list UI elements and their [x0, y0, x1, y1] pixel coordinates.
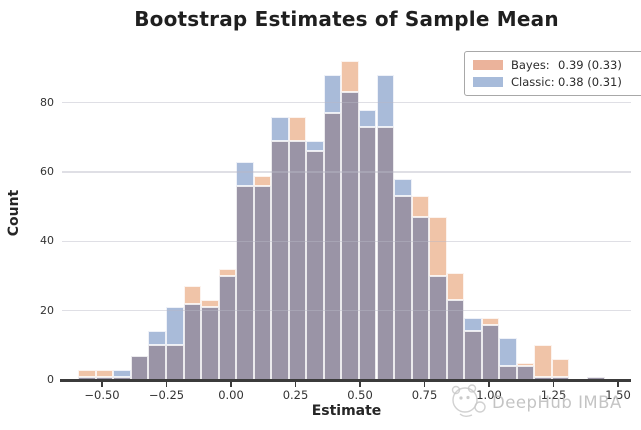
x-tick-mark: [165, 381, 168, 387]
histogram-bar-classic: [394, 179, 412, 197]
chart-title: Bootstrap Estimates of Sample Mean: [134, 7, 559, 31]
histogram-bar-overlap: [499, 366, 517, 380]
histogram-bar-bayes: [341, 61, 359, 93]
y-tick-label: 20: [40, 303, 54, 317]
legend: Bayes: 0.39 (0.33) Classic: 0.38 (0.31): [464, 51, 641, 96]
x-tick-label: −0.25: [148, 388, 185, 402]
histogram-bar-overlap: [130, 355, 149, 380]
histogram-bar-overlap: [253, 185, 272, 380]
histogram-bar-bayes: [288, 116, 307, 141]
y-tick-label: 0: [47, 373, 54, 386]
histogram-bar-overlap: [446, 300, 465, 380]
legend-swatch-bayes: [473, 60, 503, 70]
histogram-bar-bayes: [201, 300, 219, 308]
y-axis-label: Count: [6, 189, 22, 237]
y-tick-label: 80: [40, 95, 54, 109]
gridline: [62, 310, 631, 312]
gridline: [62, 102, 631, 104]
legend-label: Classic:: [511, 75, 555, 89]
histogram-bar-bayes: [446, 272, 465, 301]
x-tick-mark: [488, 381, 490, 387]
histogram-bar-classic: [306, 140, 324, 152]
histogram-bar-overlap: [288, 140, 307, 380]
histogram-bar-bayes: [411, 196, 430, 218]
x-tick-mark: [423, 381, 426, 387]
histogram-bar-classic: [464, 317, 482, 332]
y-tick-label: 40: [40, 234, 54, 248]
histogram-bar-overlap: [183, 303, 202, 380]
x-tick-label: 1.00: [476, 388, 502, 402]
x-tick-mark: [359, 381, 361, 387]
histogram-bar-bayes: [481, 317, 500, 325]
gridline: [62, 171, 631, 173]
x-tick-label: 1.25: [540, 388, 567, 402]
histogram-bar-classic: [323, 75, 342, 114]
histogram-bar-bayes: [78, 369, 96, 377]
histogram-bar-overlap: [218, 276, 237, 380]
x-tick-label: 0.50: [347, 388, 373, 402]
x-tick-label: 0.00: [218, 388, 244, 402]
y-tick-label: 60: [40, 165, 54, 179]
histogram-bar-overlap: [394, 196, 412, 380]
x-tick-mark: [101, 381, 103, 387]
histogram-bar-overlap: [271, 140, 289, 380]
x-tick-label: 0.25: [282, 388, 309, 402]
x-tick-mark: [230, 381, 232, 387]
histogram-bar-overlap: [376, 127, 395, 380]
x-tick-mark: [552, 381, 555, 387]
histogram-bar-overlap: [429, 276, 447, 380]
histogram-bar-bayes: [516, 362, 535, 367]
histogram-bar-bayes: [253, 175, 272, 186]
x-axis-label: Estimate: [311, 403, 382, 419]
histogram-bar-overlap: [148, 345, 166, 380]
histogram-bar-classic: [271, 116, 289, 141]
x-tick-mark: [294, 381, 297, 387]
legend-value: 0.38 (0.31): [558, 75, 622, 89]
histogram-bar-classic: [148, 331, 166, 346]
histogram-bar-bayes: [183, 286, 202, 304]
legend-value: 0.39 (0.33): [558, 58, 622, 72]
legend-item-classic: Classic: 0.38 (0.31): [473, 75, 639, 89]
histogram-bar-classic: [499, 338, 517, 367]
histogram-bar-overlap: [358, 127, 377, 380]
x-tick-mark: [617, 381, 619, 387]
histogram-bar-overlap: [236, 185, 254, 380]
histogram-bar-bayes: [551, 359, 570, 377]
histogram-bar-overlap: [165, 345, 184, 380]
histogram-bar-classic: [376, 75, 395, 128]
legend-swatch-classic: [473, 77, 503, 87]
histogram-bar-overlap: [481, 324, 500, 380]
x-axis-line: [60, 379, 631, 382]
histogram-bar-overlap: [464, 331, 482, 380]
histogram-bar-classic: [358, 109, 377, 128]
x-tick-label: 0.75: [411, 388, 438, 402]
histogram-bar-bayes: [95, 369, 114, 377]
gridline: [62, 240, 631, 243]
histogram-bar-classic: [236, 161, 254, 186]
histogram-bar-classic: [165, 307, 184, 346]
histogram-bar-overlap: [306, 151, 324, 380]
histogram-bar-classic: [113, 369, 131, 377]
histogram-bar-bayes: [429, 217, 447, 277]
histogram-bar-overlap: [323, 113, 342, 380]
histogram-bar-overlap: [201, 307, 219, 380]
histogram-bar-bayes: [534, 345, 552, 377]
x-tick-label: −0.50: [84, 388, 120, 402]
histogram-bar-overlap: [516, 366, 535, 380]
histogram-bar-bayes: [218, 269, 237, 277]
histogram-bar-overlap: [341, 92, 359, 380]
legend-item-bayes: Bayes: 0.39 (0.33): [473, 58, 639, 72]
legend-label: Bayes:: [511, 58, 550, 72]
x-tick-label: 1.50: [605, 388, 631, 402]
